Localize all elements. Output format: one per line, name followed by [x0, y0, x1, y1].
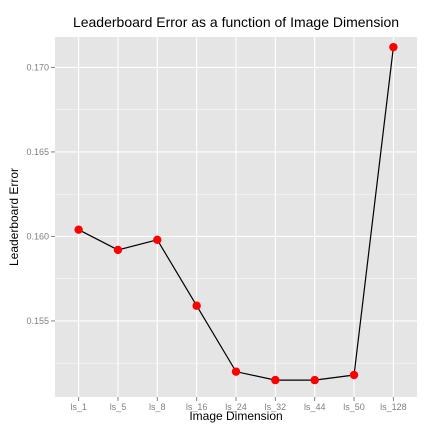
x-tick-label-1: ls_5 [110, 402, 127, 412]
x-tick-label-7: ls_50 [343, 402, 365, 412]
data-point-ls_44 [310, 375, 319, 385]
x-axis: ls_1 ls_5 ls_8 ls_16 ls_24 ls_32 ls_44 ls_50 ls_… [70, 397, 407, 412]
data-point-ls_50 [349, 370, 359, 380]
chart-title: Leaderboard Error as a function of Image… [73, 14, 399, 30]
y-tick-label-1: 0.160 [26, 231, 49, 241]
data-point-ls_32 [271, 375, 280, 385]
grid-layer [55, 37, 417, 397]
y-tick-label-0: 0.155 [26, 316, 49, 326]
y-tick-label-3: 0.170 [26, 62, 49, 72]
data-point-ls_1 [74, 225, 83, 234]
x-tick-label-2: ls_8 [149, 402, 166, 412]
x-tick-label-6: ls_44 [304, 402, 326, 412]
y-axis: 0.155 0.160 0.165 0.170 [26, 62, 55, 326]
x-tick-label-4: ls_24 [225, 402, 247, 412]
data-point-ls_5 [113, 245, 123, 255]
x-axis-title: Image Dimension [189, 409, 282, 423]
data-point-ls_128 [389, 42, 398, 52]
x-tick-label-8: ls_128 [380, 402, 407, 412]
data-point-ls_24 [231, 367, 241, 376]
x-tick-label-0: ls_1 [70, 402, 87, 412]
series-layer [74, 42, 398, 385]
x-tick-label-3: ls_16 [186, 402, 208, 412]
data-point-ls_8 [153, 235, 162, 245]
y-tick-label-2: 0.165 [26, 147, 49, 157]
y-axis-title: Leaderboard Error [7, 168, 21, 266]
data-point-ls_16 [192, 301, 201, 310]
x-tick-label-5: ls_32 [265, 402, 287, 412]
